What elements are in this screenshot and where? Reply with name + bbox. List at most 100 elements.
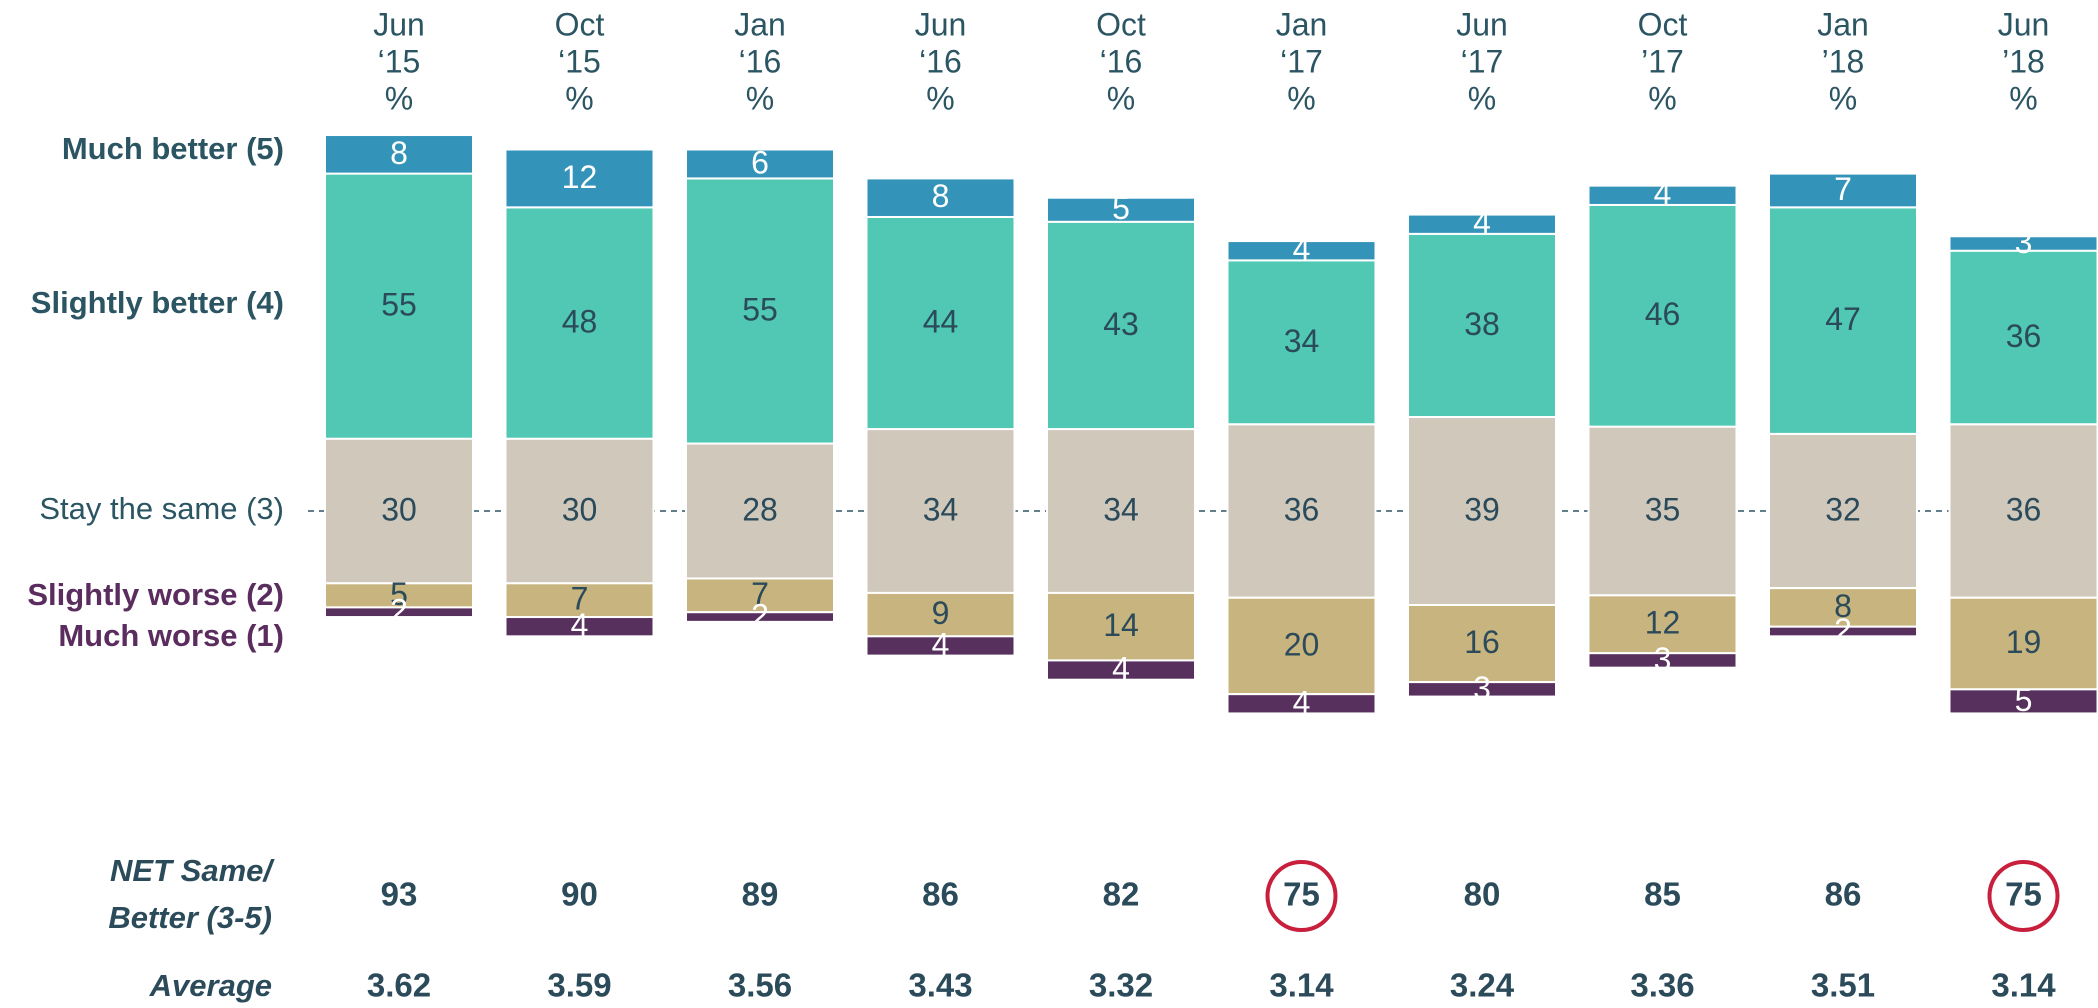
- x-tick-label: Oct: [1096, 6, 1146, 42]
- bar-segment: [1948, 423, 2098, 599]
- value-label: 12: [1645, 605, 1681, 641]
- value-label: 34: [1103, 491, 1139, 527]
- bar-segment: [685, 577, 835, 614]
- x-tick-label: ’17: [1641, 43, 1684, 79]
- bar-segment: [1046, 428, 1196, 594]
- value-label: 5: [2015, 682, 2033, 718]
- bar-segment: [1046, 196, 1196, 223]
- bar-segment: [685, 177, 835, 445]
- value-label: 4: [932, 626, 950, 662]
- value-label: 36: [2006, 318, 2042, 354]
- x-tick-label: Jan: [734, 6, 786, 42]
- x-tick-label: Oct: [555, 6, 605, 42]
- x-tick-label: ’18: [1822, 43, 1865, 79]
- bar-segment: [1948, 596, 2098, 691]
- average-value: 3.56: [728, 967, 792, 1004]
- value-label: 30: [562, 491, 598, 527]
- value-label: 35: [1645, 491, 1681, 527]
- bar-segment: [1226, 596, 1377, 696]
- bar-segment: [324, 582, 474, 609]
- value-label: 7: [571, 581, 589, 617]
- value-label: 19: [2006, 624, 2042, 660]
- bar-segment: [1768, 206, 1918, 435]
- unit-label: %: [1829, 80, 1857, 116]
- value-label: 4: [1473, 205, 1491, 241]
- value-label: 5: [1112, 190, 1130, 226]
- bar-segment: [1407, 213, 1557, 235]
- highlight-circle: [1987, 860, 2060, 932]
- x-tick-label: ‘16: [1100, 43, 1143, 79]
- x-tick-label: ‘17: [1280, 43, 1323, 79]
- average-row-label: Average: [149, 968, 272, 1003]
- value-label: 8: [1834, 588, 1852, 624]
- average-value: 3.14: [1991, 967, 2056, 1004]
- bar-segment: [1226, 240, 1377, 262]
- unit-label: %: [2009, 80, 2037, 116]
- unit-label: %: [1287, 80, 1315, 116]
- value-label: 16: [1464, 624, 1500, 660]
- x-tick-label: Jun: [373, 6, 425, 42]
- net-value: 85: [1644, 876, 1681, 913]
- bar-segment: [1046, 220, 1196, 431]
- bar-segment: [1768, 172, 1918, 209]
- bar-segment: [1768, 587, 1918, 628]
- value-label: 8: [932, 178, 950, 214]
- net-value: 89: [742, 876, 779, 913]
- average-value: 3.32: [1089, 967, 1153, 1004]
- value-label: 8: [390, 135, 408, 171]
- value-label: 4: [1293, 684, 1311, 720]
- net-value: 75: [2005, 876, 2042, 913]
- value-label: 55: [381, 287, 417, 323]
- x-tick-label: Jun: [915, 6, 967, 42]
- unit-label: %: [1648, 80, 1676, 116]
- bar-segment: [1226, 423, 1377, 599]
- value-label: 7: [1834, 171, 1852, 207]
- value-label: 7: [751, 576, 769, 612]
- x-tick-label: ‘16: [919, 43, 962, 79]
- legend-label: Much worse (1): [58, 618, 284, 653]
- value-label: 3: [1473, 670, 1491, 706]
- value-label: 43: [1103, 306, 1139, 342]
- x-tick-label: ‘15: [558, 43, 601, 79]
- value-label: 4: [1293, 231, 1311, 267]
- bar-segment: [1226, 259, 1377, 426]
- bar-segment: [865, 177, 1016, 218]
- net-value: 86: [1825, 876, 1862, 913]
- bar-segment: [1407, 416, 1557, 606]
- x-tick-label: Jan: [1817, 6, 1869, 42]
- highlight-circle: [1265, 860, 1338, 932]
- x-tick-label: ‘15: [378, 43, 421, 79]
- value-label: 6: [751, 144, 769, 180]
- value-label: 44: [923, 303, 959, 339]
- bar-segment: [504, 437, 655, 585]
- unit-label: %: [1107, 80, 1135, 116]
- unit-label: %: [1468, 80, 1496, 116]
- x-tick-label: ‘16: [739, 43, 782, 79]
- bar-segment: [1948, 249, 2098, 426]
- net-value: 86: [922, 876, 959, 913]
- value-label: 2: [390, 593, 408, 629]
- bar-segment: [685, 148, 835, 180]
- bar-segment: [685, 442, 835, 580]
- legend-label: Stay the same (3): [39, 491, 284, 526]
- net-value: 80: [1464, 876, 1501, 913]
- bar-segment: [685, 611, 835, 623]
- value-label: 28: [742, 491, 778, 527]
- legend-label: Slightly worse (2): [27, 577, 284, 612]
- value-label: 12: [562, 159, 598, 195]
- value-label: 5: [390, 576, 408, 612]
- bar-segment: [1407, 681, 1557, 698]
- average-value: 3.24: [1450, 967, 1515, 1004]
- value-label: 48: [562, 303, 598, 339]
- x-tick-label: Jan: [1276, 6, 1328, 42]
- bar-segment: [865, 591, 1016, 638]
- value-label: 20: [1284, 626, 1320, 662]
- value-label: 2: [751, 597, 769, 633]
- value-label: 4: [1112, 651, 1130, 687]
- value-label: 32: [1825, 491, 1861, 527]
- unit-label: %: [565, 80, 593, 116]
- bar-segment: [504, 206, 655, 440]
- legend-label: Slightly better (4): [31, 285, 284, 320]
- average-value: 3.59: [547, 967, 611, 1004]
